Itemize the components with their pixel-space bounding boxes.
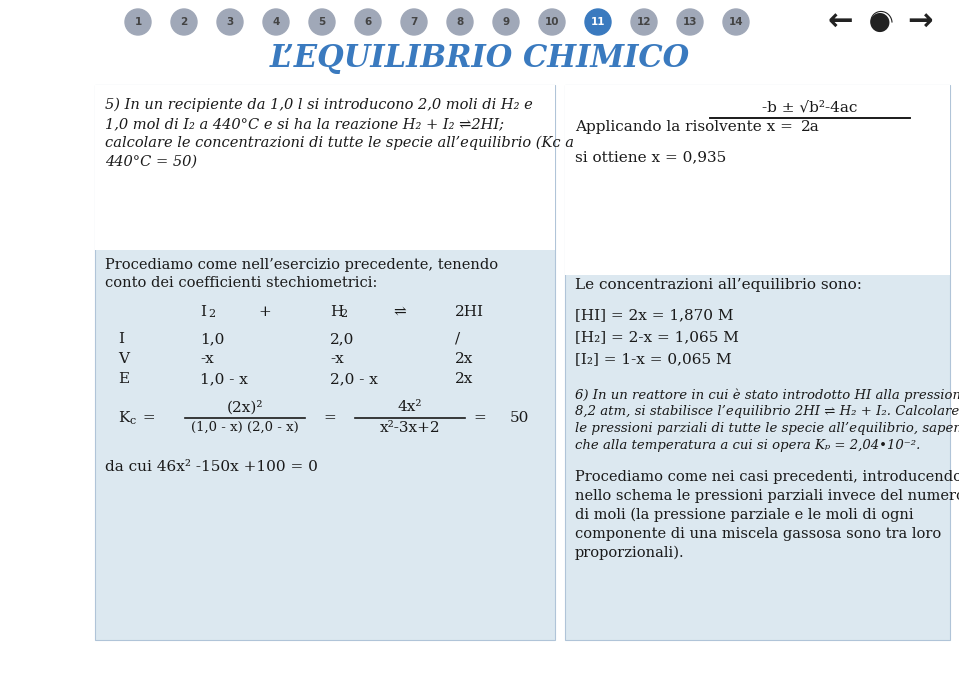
Text: 6) In un reattore in cui è stato introdotto HI alla pressione di: 6) In un reattore in cui è stato introdo… <box>575 388 959 402</box>
Text: x²-3x+2: x²-3x+2 <box>380 421 440 435</box>
Text: 2x: 2x <box>455 372 474 386</box>
Text: 10: 10 <box>545 17 559 27</box>
Text: 7: 7 <box>410 17 418 27</box>
Text: 4: 4 <box>272 17 280 27</box>
Text: 6: 6 <box>364 17 372 27</box>
Text: che alla temperatura a cui si opera Kₚ = 2,04•10⁻².: che alla temperatura a cui si opera Kₚ =… <box>575 439 921 452</box>
Circle shape <box>585 9 611 35</box>
Text: 1: 1 <box>134 17 142 27</box>
FancyBboxPatch shape <box>95 85 555 640</box>
Text: ●: ● <box>869 10 891 34</box>
Text: le pressioni parziali di tutte le specie all’equilibrio, sapendo: le pressioni parziali di tutte le specie… <box>575 422 959 435</box>
Text: L’EQUILIBRIO CHIMICO: L’EQUILIBRIO CHIMICO <box>269 42 690 74</box>
Text: 8: 8 <box>456 17 463 27</box>
Text: componente di una miscela gassosa sono tra loro: componente di una miscela gassosa sono t… <box>575 527 941 541</box>
Text: Le concentrazioni all’equilibrio sono:: Le concentrazioni all’equilibrio sono: <box>575 278 862 292</box>
Text: -b ± √b²-4ac: -b ± √b²-4ac <box>762 100 857 114</box>
Circle shape <box>217 9 243 35</box>
Text: 9: 9 <box>503 17 509 27</box>
Text: =: = <box>138 411 155 425</box>
Text: 4x²: 4x² <box>398 400 422 414</box>
Text: 1,0 mol di I₂ a 440°C e si ha la reazione H₂ + I₂ ⇌2HI;: 1,0 mol di I₂ a 440°C e si ha la reazion… <box>105 117 504 131</box>
Circle shape <box>723 9 749 35</box>
Circle shape <box>309 9 335 35</box>
Circle shape <box>539 9 565 35</box>
Text: 3: 3 <box>226 17 234 27</box>
Text: proporzionali).: proporzionali). <box>575 546 685 561</box>
Text: H: H <box>330 305 343 319</box>
Circle shape <box>355 9 381 35</box>
Circle shape <box>493 9 519 35</box>
Text: 5) In un recipiente da 1,0 l si introducono 2,0 moli di H₂ e: 5) In un recipiente da 1,0 l si introduc… <box>105 98 533 113</box>
Text: 1,0 - x: 1,0 - x <box>200 372 247 386</box>
Text: Applicando la risolvente x =: Applicando la risolvente x = <box>575 120 793 134</box>
Text: c: c <box>129 416 135 426</box>
Text: -x: -x <box>200 352 214 366</box>
Text: E: E <box>118 372 129 386</box>
Text: 12: 12 <box>637 17 651 27</box>
Text: →: → <box>907 8 933 37</box>
Text: 1,0: 1,0 <box>200 332 224 346</box>
Text: 13: 13 <box>683 17 697 27</box>
Text: 5: 5 <box>318 17 326 27</box>
Text: 2HI: 2HI <box>455 305 484 319</box>
Text: /: / <box>455 332 460 346</box>
Text: I: I <box>200 305 206 319</box>
FancyBboxPatch shape <box>565 85 950 275</box>
Text: I: I <box>118 332 124 346</box>
Text: =: = <box>323 411 337 425</box>
Text: 2: 2 <box>208 309 215 319</box>
Text: 2: 2 <box>340 309 347 319</box>
Text: Procediamo come nei casi precedenti, introducendo: Procediamo come nei casi precedenti, int… <box>575 470 959 484</box>
Circle shape <box>263 9 289 35</box>
FancyBboxPatch shape <box>95 85 555 250</box>
Text: 2,0: 2,0 <box>330 332 355 346</box>
Text: 2a: 2a <box>801 120 819 134</box>
Text: nello schema le pressioni parziali invece del numero: nello schema le pressioni parziali invec… <box>575 489 959 503</box>
Circle shape <box>171 9 197 35</box>
Text: da cui 46x² -150x +100 = 0: da cui 46x² -150x +100 = 0 <box>105 460 317 474</box>
Circle shape <box>401 9 427 35</box>
Text: 2,0 - x: 2,0 - x <box>330 372 378 386</box>
Text: [I₂] = 1-x = 0,065 M: [I₂] = 1-x = 0,065 M <box>575 352 732 366</box>
Text: 8,2 atm, si stabilisce l’equilibrio 2HI ⇌ H₂ + I₂. Calcolare: 8,2 atm, si stabilisce l’equilibrio 2HI … <box>575 405 959 418</box>
Text: V: V <box>118 352 129 366</box>
Text: calcolare le concentrazioni di tutte le specie all’equilibrio (Kᴄ a: calcolare le concentrazioni di tutte le … <box>105 136 574 151</box>
Text: K: K <box>118 411 129 425</box>
Text: 440°C = 50): 440°C = 50) <box>105 155 198 169</box>
Text: conto dei coefficienti stechiometrici:: conto dei coefficienti stechiometrici: <box>105 276 378 290</box>
Text: [H₂] = 2-x = 1,065 M: [H₂] = 2-x = 1,065 M <box>575 330 738 344</box>
Text: [HI] = 2x = 1,870 M: [HI] = 2x = 1,870 M <box>575 308 734 322</box>
FancyBboxPatch shape <box>565 85 950 640</box>
Text: Procediamo come nell’esercizio precedente, tenendo: Procediamo come nell’esercizio precedent… <box>105 258 498 272</box>
Circle shape <box>631 9 657 35</box>
Circle shape <box>677 9 703 35</box>
Text: (2x)²: (2x)² <box>226 400 264 415</box>
Text: 11: 11 <box>591 17 605 27</box>
Text: 2x: 2x <box>455 352 474 366</box>
Text: ←: ← <box>828 8 853 37</box>
Text: -x: -x <box>330 352 343 366</box>
Text: 50: 50 <box>510 411 529 425</box>
Circle shape <box>125 9 151 35</box>
Text: di moli (la pressione parziale e le moli di ogni: di moli (la pressione parziale e le moli… <box>575 508 914 522</box>
Text: (1,0 - x) (2,0 - x): (1,0 - x) (2,0 - x) <box>191 421 299 434</box>
Text: 2: 2 <box>180 17 188 27</box>
Text: si ottiene x = 0,935: si ottiene x = 0,935 <box>575 150 726 164</box>
Text: +: + <box>259 305 271 319</box>
Text: 14: 14 <box>729 17 743 27</box>
Text: ⇌: ⇌ <box>393 305 407 319</box>
Text: =: = <box>474 411 486 425</box>
Circle shape <box>447 9 473 35</box>
